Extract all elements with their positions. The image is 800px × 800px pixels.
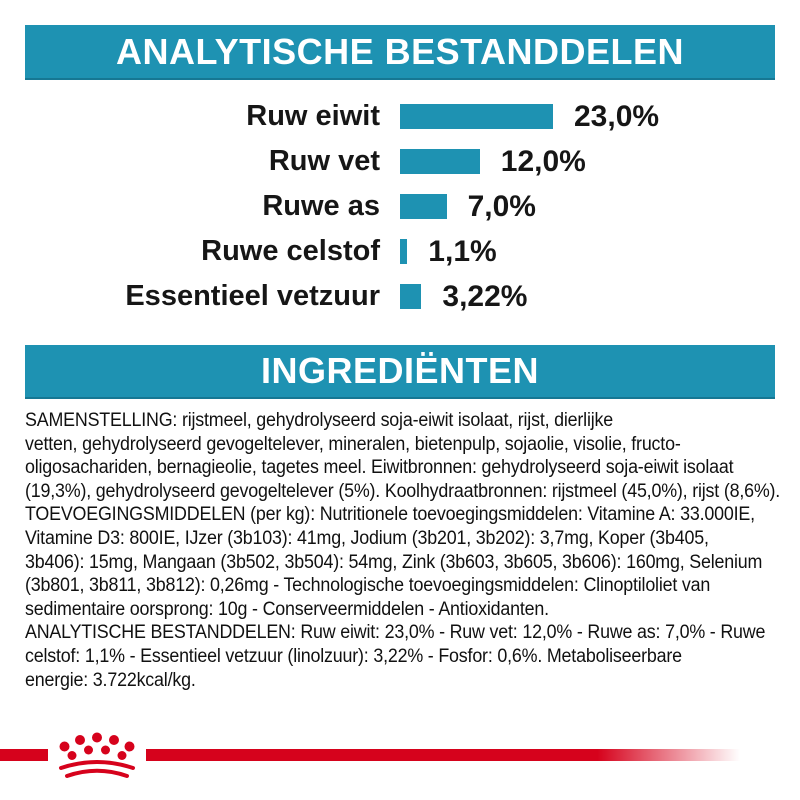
ingredients-text-line: ANALYTISCHE BESTANDDELEN: Ruw eiwit: 23,…	[25, 622, 766, 644]
chart-value: 12,0%	[500, 144, 586, 178]
chart-bar	[400, 149, 480, 174]
chart-row-label: Ruwe as	[262, 190, 380, 222]
chart-row-label: Ruwe celstof	[201, 235, 380, 267]
ingredients-text-line: celstof: 1,1% - Essentieel vetzuur (lino…	[25, 645, 682, 667]
chart-row: Ruw vet 12,0%	[25, 139, 775, 184]
chart-value: 3,22%	[442, 279, 528, 313]
ingredients-text: SAMENSTELLING: rijstmeel, gehydrolyseerd…	[25, 409, 785, 692]
ingredients-text-line: Vitamine D3: 800IE, IJzer (3b103): 41mg,…	[25, 527, 709, 549]
chart-value: 23,0%	[574, 99, 660, 133]
chart-value: 1,1%	[428, 234, 497, 268]
royal-canin-crown-logo	[59, 732, 135, 778]
ingredients-text-line: sedimentaire oorsprong: 10g - Conserveer…	[25, 598, 549, 620]
ingredients-text-line: TOEVOEGINGSMIDDELEN (per kg): Nutritione…	[25, 504, 755, 526]
footer-stripe-left	[0, 749, 48, 761]
ingredients-text-line: (19,3%), gehydrolyseerd gevogeltelever (…	[25, 480, 781, 502]
ingredients-text-line: 3b406): 15mg, Mangaan (3b502, 3b504): 54…	[25, 551, 763, 573]
ingredients-text-line: vetten, gehydrolyseerd gevogeltelever, m…	[25, 433, 681, 455]
chart-value: 7,0%	[467, 189, 536, 223]
chart-row: Ruwe as 7,0%	[25, 184, 775, 229]
chart-bar	[400, 194, 447, 219]
ingredients-section-header: INGREDIËNTEN	[25, 345, 775, 399]
ingredients-text-line: oligosachariden, bernagieolie, tagetes m…	[25, 457, 734, 479]
analytical-chart: Ruw eiwit 23,0% Ruw vet 12,0% Ruwe as 7,…	[25, 94, 775, 319]
ingredients-text-line: (3b801, 3b811, 3b812): 0,26mg - Technolo…	[25, 575, 711, 597]
analytical-section-title: ANALYTISCHE BESTANDDELEN	[115, 30, 685, 72]
footer-stripe-right	[146, 749, 740, 761]
ingredients-text-line: energie: 3.722kcal/kg.	[25, 669, 196, 691]
analytical-section-header: ANALYTISCHE BESTANDDELEN	[25, 25, 775, 80]
chart-bar	[400, 239, 408, 264]
chart-row-label: Essentieel vetzuur	[125, 280, 380, 312]
ingredients-section-title: INGREDIËNTEN	[260, 350, 540, 391]
chart-row: Ruw eiwit 23,0%	[25, 94, 775, 139]
chart-row: Ruwe celstof 1,1%	[25, 229, 775, 274]
chart-row: Essentieel vetzuur 3,22%	[25, 274, 775, 319]
chart-bar	[400, 284, 422, 309]
chart-row-label: Ruw vet	[268, 145, 380, 177]
ingredients-text-line: SAMENSTELLING: rijstmeel, gehydrolyseerd…	[25, 410, 614, 431]
chart-row-label: Ruw eiwit	[246, 100, 380, 132]
chart-bar	[400, 104, 553, 129]
